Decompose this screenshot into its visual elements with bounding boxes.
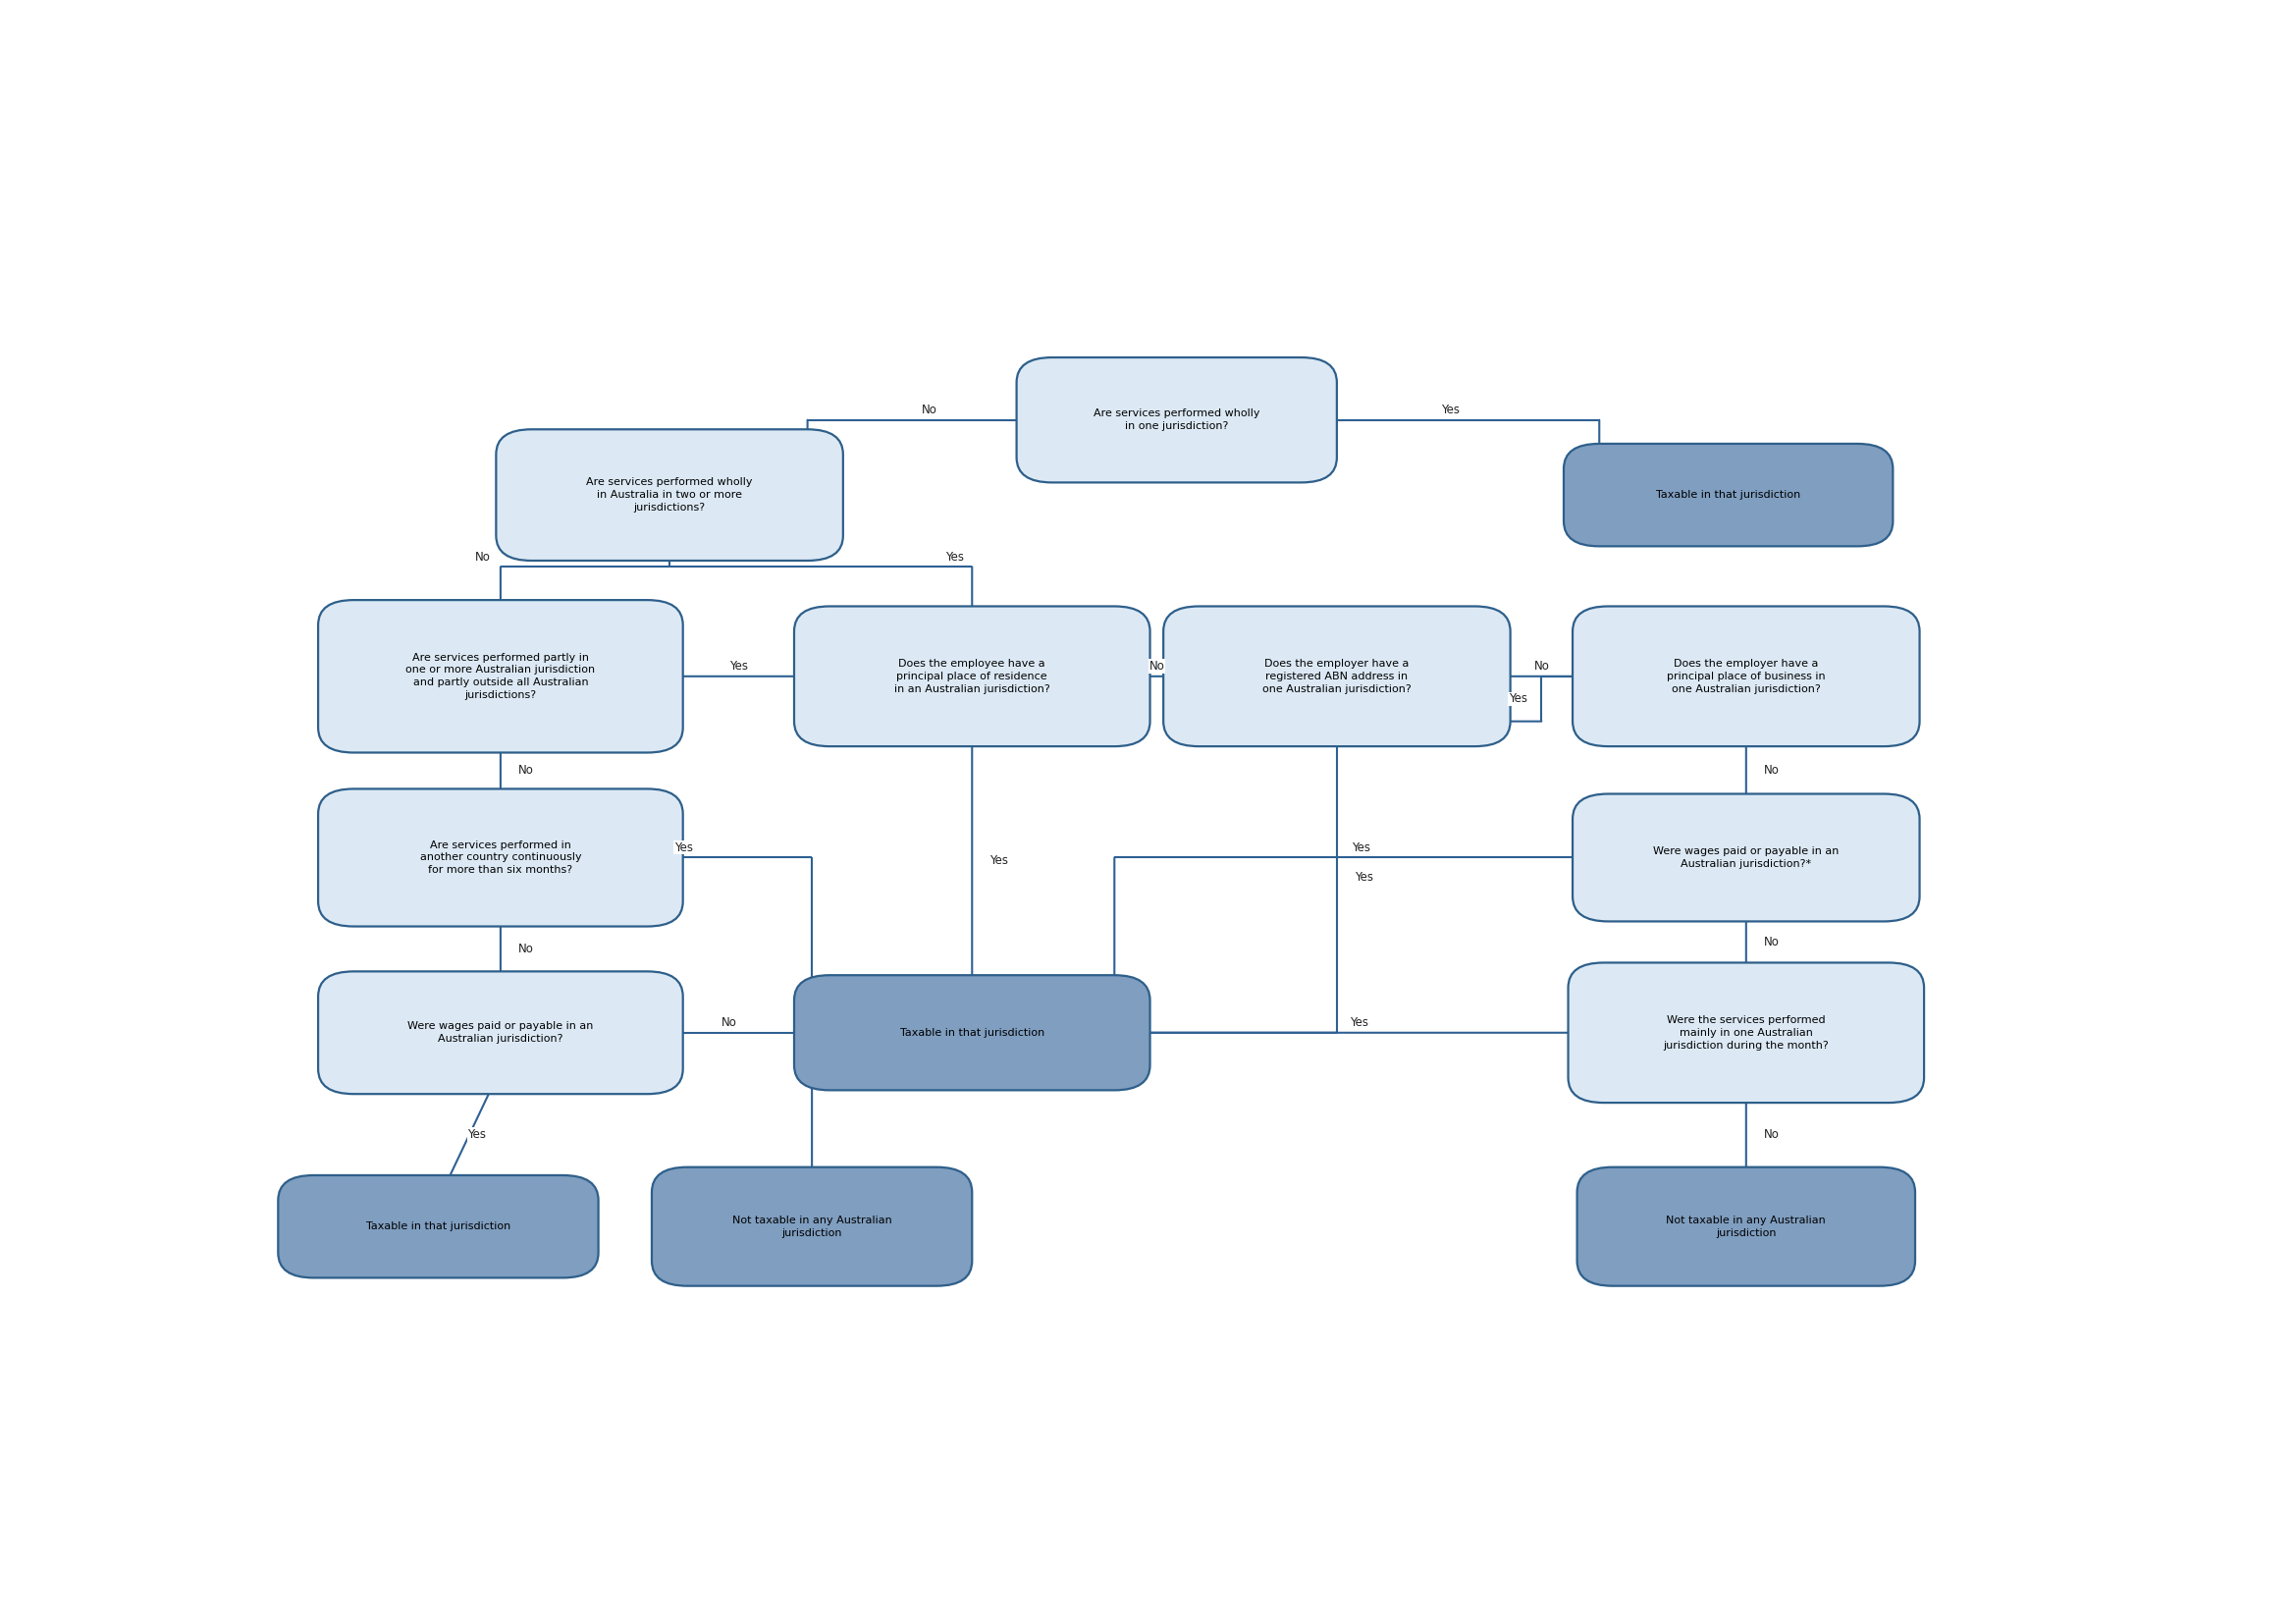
Text: Does the employer have a
registered ABN address in
one Australian jurisdiction?: Does the employer have a registered ABN … <box>1263 659 1412 693</box>
FancyBboxPatch shape <box>794 606 1150 747</box>
FancyBboxPatch shape <box>1564 443 1892 546</box>
Text: Taxable in that jurisdiction: Taxable in that jurisdiction <box>900 1028 1045 1038</box>
FancyBboxPatch shape <box>652 1168 971 1286</box>
Text: Yes: Yes <box>468 1129 487 1142</box>
Text: No: No <box>1148 659 1164 672</box>
Text: No: No <box>1763 763 1779 776</box>
Text: Does the employer have a
principal place of business in
one Australian jurisdict: Does the employer have a principal place… <box>1667 659 1825 693</box>
Text: Were wages paid or payable in an
Australian jurisdiction?*: Were wages paid or payable in an Austral… <box>1653 846 1839 869</box>
Text: Yes: Yes <box>990 854 1008 867</box>
Text: Yes: Yes <box>1352 841 1371 854</box>
Text: No: No <box>1534 659 1550 672</box>
Text: No: No <box>721 1017 737 1030</box>
FancyBboxPatch shape <box>319 971 682 1095</box>
Text: Are services performed in
another country continuously
for more than six months?: Are services performed in another countr… <box>420 840 581 875</box>
FancyBboxPatch shape <box>319 599 682 752</box>
Text: No: No <box>475 551 491 564</box>
FancyBboxPatch shape <box>1164 606 1511 747</box>
FancyBboxPatch shape <box>1568 963 1924 1103</box>
FancyBboxPatch shape <box>1017 357 1336 482</box>
Text: Are services performed partly in
one or more Australian jurisdiction
and partly : Are services performed partly in one or … <box>406 653 595 700</box>
Text: Yes: Yes <box>1442 404 1460 416</box>
Text: Yes: Yes <box>1355 870 1373 883</box>
FancyBboxPatch shape <box>1577 1168 1915 1286</box>
Text: Does the employee have a
principal place of residence
in an Australian jurisdict: Does the employee have a principal place… <box>893 659 1049 693</box>
FancyBboxPatch shape <box>1573 794 1919 921</box>
Text: Yes: Yes <box>675 841 693 854</box>
Text: No: No <box>1763 935 1779 948</box>
FancyBboxPatch shape <box>278 1176 599 1278</box>
Text: Taxable in that jurisdiction: Taxable in that jurisdiction <box>1655 490 1800 500</box>
Text: Not taxable in any Australian
jurisdiction: Not taxable in any Australian jurisdicti… <box>732 1215 891 1237</box>
Text: Yes: Yes <box>1508 692 1527 705</box>
Text: Yes: Yes <box>730 659 748 672</box>
FancyBboxPatch shape <box>496 429 843 560</box>
Text: Yes: Yes <box>1350 1017 1368 1030</box>
Text: No: No <box>923 404 937 416</box>
Text: Are services performed wholly
in Australia in two or more
jurisdictions?: Are services performed wholly in Austral… <box>585 477 753 513</box>
Text: No: No <box>519 942 535 955</box>
Text: Yes: Yes <box>946 551 964 564</box>
FancyBboxPatch shape <box>794 974 1150 1090</box>
FancyBboxPatch shape <box>319 789 682 926</box>
Text: Were the services performed
mainly in one Australian
jurisdiction during the mon: Were the services performed mainly in on… <box>1662 1015 1830 1051</box>
Text: Were wages paid or payable in an
Australian jurisdiction?: Were wages paid or payable in an Austral… <box>409 1021 592 1044</box>
Text: No: No <box>519 765 535 778</box>
Text: Not taxable in any Australian
jurisdiction: Not taxable in any Australian jurisdicti… <box>1667 1215 1825 1237</box>
Text: Are services performed wholly
in one jurisdiction?: Are services performed wholly in one jur… <box>1093 409 1261 430</box>
FancyBboxPatch shape <box>1573 606 1919 747</box>
Text: No: No <box>1763 1129 1779 1142</box>
Text: Taxable in that jurisdiction: Taxable in that jurisdiction <box>365 1221 510 1231</box>
